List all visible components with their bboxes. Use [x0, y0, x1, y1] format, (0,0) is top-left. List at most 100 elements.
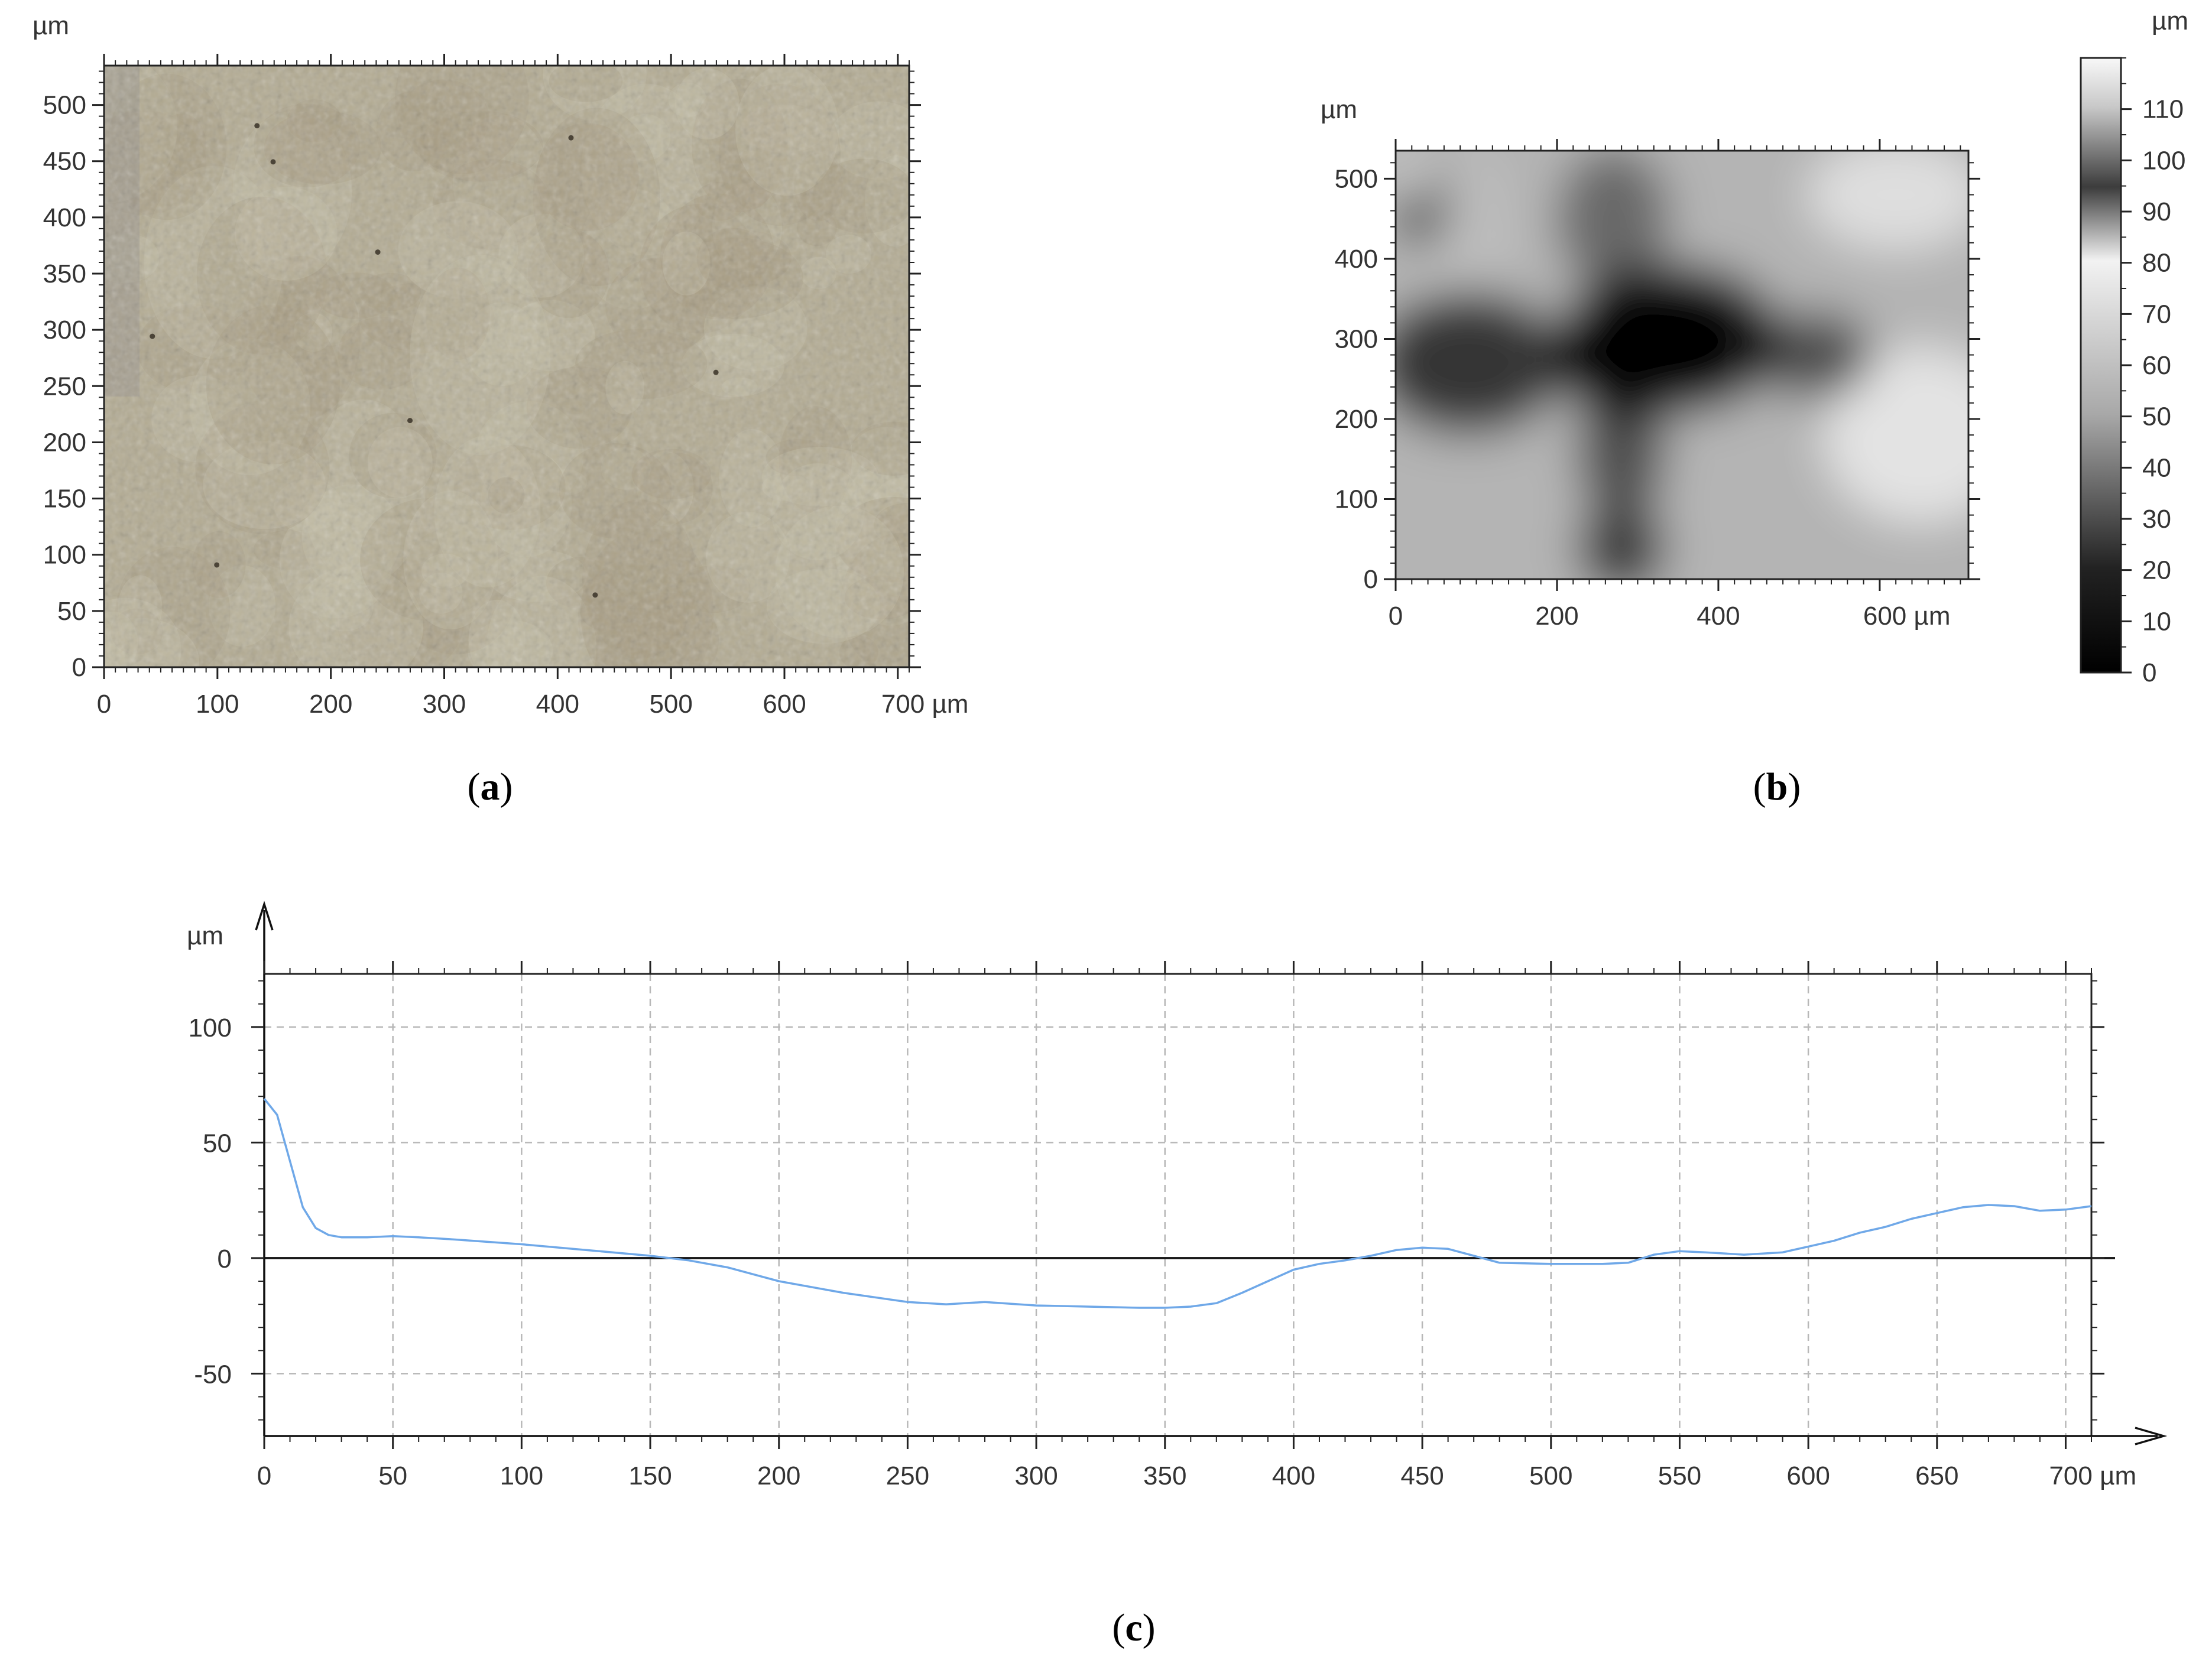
x-tick-label: 0	[257, 1461, 271, 1490]
colorbar-tick-label: 80	[2142, 249, 2171, 278]
colorbar-tick-label: 0	[2142, 658, 2156, 687]
panel-b-y-unit-label: µm	[1321, 95, 1357, 124]
x-tick-label: 100	[196, 690, 239, 719]
x-tick-label: 700 µm	[2049, 1461, 2136, 1490]
y-tick-label: 400	[43, 203, 86, 232]
y-tick-label: 100	[43, 541, 86, 570]
x-tick-label: 600	[1786, 1461, 1830, 1490]
y-tick-label: 200	[43, 428, 86, 457]
surface-speck	[592, 592, 598, 598]
x-tick-label: 200	[309, 690, 352, 719]
caption-c-letter: c	[1125, 1606, 1142, 1649]
caption-c: (c)	[1112, 1606, 1155, 1649]
x-tick-label: 500	[649, 690, 692, 719]
surface-speck	[270, 159, 276, 165]
x-tick-label: 150	[628, 1461, 672, 1490]
y-tick-label: 200	[1335, 405, 1378, 434]
panel-a-surface-grain	[104, 66, 909, 667]
colorbar-tick-label: 10	[2142, 607, 2171, 636]
panel-c-axes: 0 50 100 150 200 250 300 350 400 450 500 550 600 650 7…	[189, 901, 2168, 1490]
y-axis-arrowhead	[255, 901, 274, 931]
panel-c-profile-line	[263, 1098, 2092, 1309]
y-tick-label: 500	[1335, 164, 1378, 193]
x-tick-label: 200	[1535, 602, 1578, 631]
heatmap-region	[1807, 151, 1968, 251]
x-tick-label: 300	[1014, 1461, 1058, 1490]
x-tick-label: 700 µm	[881, 690, 969, 719]
colorbar-tick-label: 70	[2142, 300, 2171, 329]
caption-b-letter: b	[1766, 765, 1788, 808]
colorbar-tick-label: 110	[2142, 95, 2184, 124]
panel-b-frame	[1394, 150, 1970, 580]
x-tick-label: 450	[1400, 1461, 1444, 1490]
y-tick-label: 50	[203, 1129, 232, 1158]
panel-c-height-profile: µm 0 50 100 150 200 250 300 350 400 450 500 550 600 6…	[187, 901, 2168, 1490]
x-tick-label: 0	[1389, 602, 1403, 631]
y-tick-label: 0	[218, 1245, 232, 1274]
colorbar-axis: 0 10 20 30 40 50 60 70 80 90 100 110	[2121, 57, 2185, 687]
heatmap-region	[1577, 499, 1666, 579]
x-axis-arrowhead	[2135, 1427, 2168, 1445]
y-tick-label: 400	[1335, 245, 1378, 274]
heatmap-region	[1396, 151, 1430, 199]
heatmap-region	[1556, 151, 1670, 291]
surface-speck	[150, 333, 155, 339]
x-tick-label: 200	[757, 1461, 800, 1490]
panel-b-height-map: µm 0 200 400 600 µm 0 100 200 300 400 500 µm 0 10 2…	[1321, 7, 2188, 687]
colorbar-tick-label: 60	[2142, 351, 2171, 380]
panel-a-y-unit-label: µm	[33, 11, 69, 40]
x-tick-label: 650	[1915, 1461, 1958, 1490]
panel-c-frame	[263, 973, 2093, 1437]
x-tick-label: 300	[423, 690, 466, 719]
caption-a: (a)	[468, 765, 513, 808]
heatmap-region	[1396, 291, 1565, 436]
surface-speck	[568, 135, 574, 141]
y-tick-label: 0	[72, 653, 86, 682]
surface-speck	[214, 562, 220, 568]
surface-speck	[254, 123, 260, 129]
y-tick-label: 350	[43, 259, 86, 288]
x-tick-label: 0	[97, 690, 111, 719]
x-tick-label: 500	[1529, 1461, 1572, 1490]
y-tick-label: 50	[57, 597, 86, 626]
y-tick-label: 300	[43, 316, 86, 345]
x-tick-label: 50	[378, 1461, 407, 1490]
y-tick-label: 0	[1364, 565, 1378, 594]
x-tick-label: 600 µm	[1863, 602, 1951, 631]
panel-b-heatmap-field	[1396, 151, 1968, 579]
colorbar-unit-label: µm	[2152, 7, 2188, 35]
surface-speck	[713, 369, 719, 375]
x-tick-label: 400	[536, 690, 579, 719]
colorbar-tick-label: 20	[2142, 556, 2171, 585]
y-tick-label: 500	[43, 91, 86, 120]
x-tick-label: 100	[500, 1461, 543, 1490]
heatmap-region	[1549, 291, 1727, 419]
panel-b-heatmap-regions	[1396, 151, 1968, 579]
y-tick-label: 250	[43, 372, 86, 401]
y-tick-label: 100	[189, 1013, 232, 1042]
panel-c-grid	[264, 974, 2091, 1436]
panel-b-axes: 0 200 400 600 µm 0 100 200 300 400 500	[1335, 139, 1980, 631]
y-tick-label: -50	[194, 1360, 232, 1389]
surface-speck	[375, 249, 381, 255]
x-tick-label: 400	[1272, 1461, 1315, 1490]
panel-a-optical-image: µm 0 100 200 300 400 500 600 700 µm 0 50 100 150 200…	[33, 11, 969, 719]
caption-b: (b)	[1753, 765, 1801, 808]
heatmap-region	[1823, 347, 1968, 524]
colorbar-tick-label: 90	[2142, 197, 2171, 226]
x-tick-label: 550	[1658, 1461, 1701, 1490]
panel-a-frame	[103, 64, 910, 668]
x-tick-label: 250	[886, 1461, 929, 1490]
caption-a-letter: a	[481, 765, 500, 808]
colorbar-tick-label: 30	[2142, 505, 2171, 534]
surface-speck	[407, 418, 413, 424]
panel-a-axes: 0 100 200 300 400 500 600 700 µm 0 50 100 150 200 250…	[43, 54, 969, 719]
panel-c-y-unit-label: µm	[187, 921, 223, 950]
panel-a-surface-image	[104, 66, 909, 667]
x-tick-label: 600	[763, 690, 806, 719]
colorbar-tick-label: 40	[2142, 453, 2171, 482]
y-tick-label: 100	[1335, 485, 1378, 514]
heatmap-region	[1759, 311, 1872, 399]
